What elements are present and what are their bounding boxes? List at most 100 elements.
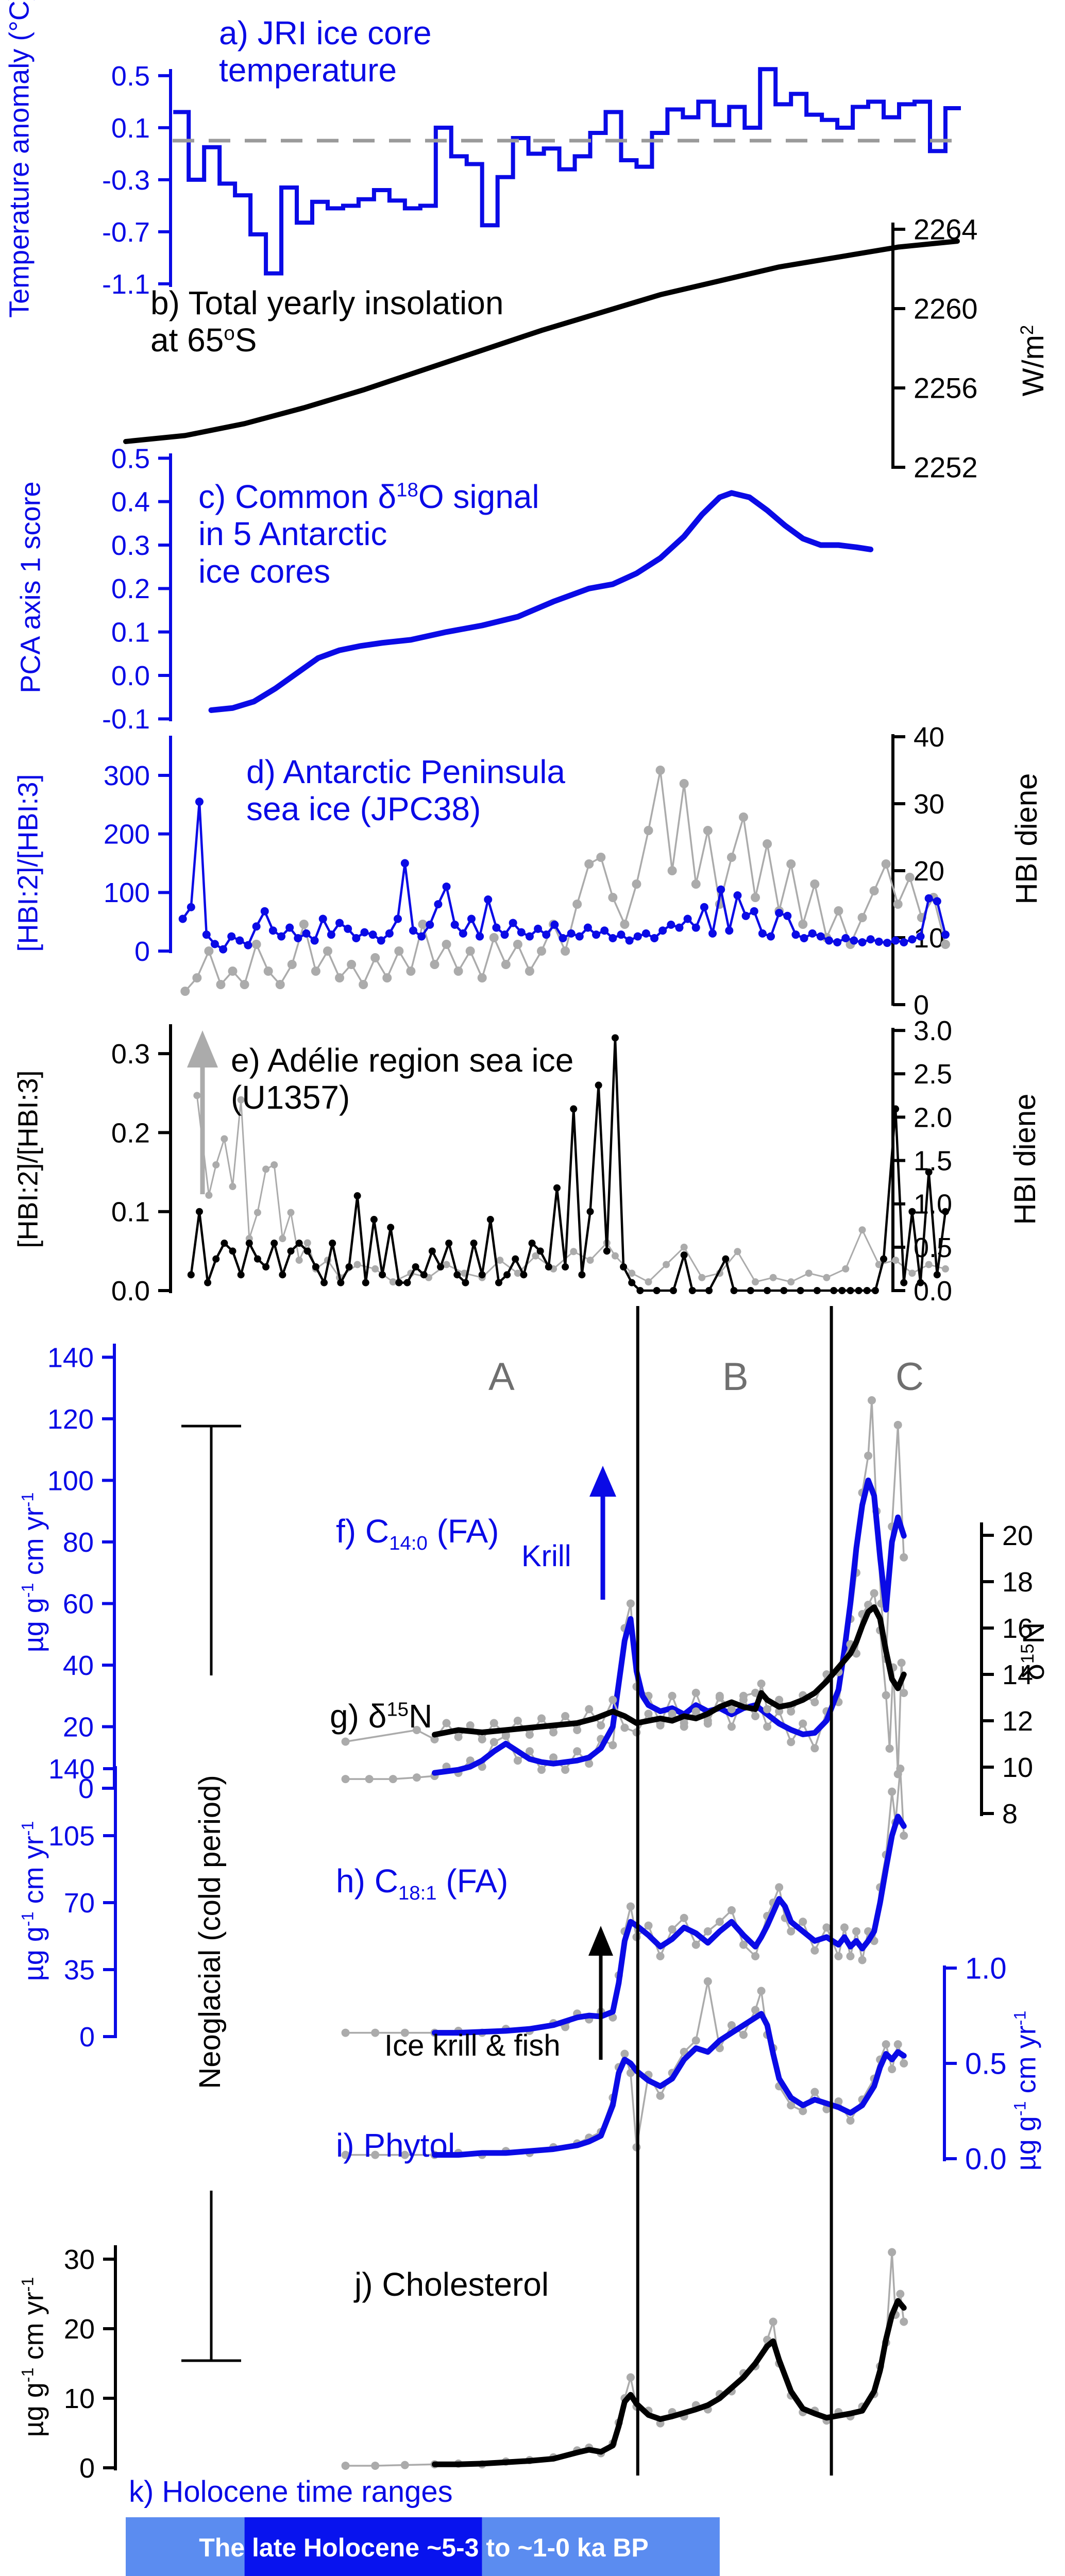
svg-text:20: 20 bbox=[914, 856, 944, 887]
panel-d-axis-left: 300 200 100 0 bbox=[104, 736, 172, 967]
panel-c-plot: 0.5 0.4 0.3 0.2 0.1 0.0 -0.1 bbox=[102, 443, 874, 735]
ice-krill-label: Ice krill & fish bbox=[384, 2029, 561, 2062]
g-ylabel-right: δ15N bbox=[1017, 1622, 1051, 1681]
panel-i-plot: 1.0 0.5 0.0 bbox=[341, 1952, 1007, 2176]
svg-text:10: 10 bbox=[64, 2383, 95, 2414]
svg-text:3.0: 3.0 bbox=[914, 1015, 952, 1046]
svg-text:10: 10 bbox=[1002, 1752, 1033, 1783]
svg-text:35: 35 bbox=[64, 1955, 95, 1986]
svg-text:40: 40 bbox=[914, 722, 944, 753]
panel-i-title: i) Phytol bbox=[336, 2127, 455, 2164]
ice-krill-arrow bbox=[588, 1926, 613, 2060]
j-unit-label: µg g-1 cm yr-1 bbox=[18, 2277, 49, 2437]
svg-text:0.1: 0.1 bbox=[111, 1197, 150, 1228]
svg-text:200: 200 bbox=[104, 819, 150, 850]
panel-g-axis-right: 20 18 16 14 12 10 8 bbox=[980, 1520, 1033, 1829]
svg-text:20: 20 bbox=[63, 1711, 94, 1742]
panel-b-series-0 bbox=[123, 239, 960, 444]
svg-text:30: 30 bbox=[914, 789, 944, 820]
period-divider-lines bbox=[636, 1306, 833, 2476]
zone-label-c: C bbox=[895, 1355, 924, 1399]
svg-text:0.4: 0.4 bbox=[111, 487, 150, 518]
panel-g-series-1 bbox=[431, 1604, 907, 1738]
panel-a-plot: 0.5 0.1 -0.3 -0.7 -1.1 bbox=[102, 61, 961, 300]
e-offscale-arrow bbox=[187, 1030, 218, 1194]
panel-b-title: b) Total yearly insolation at 65oS bbox=[150, 284, 504, 359]
svg-text:-0.1: -0.1 bbox=[102, 704, 150, 735]
panel-e-title: e) Adélie region sea ice (U1357) bbox=[231, 1042, 574, 1116]
svg-text:8: 8 bbox=[1002, 1799, 1018, 1829]
panel-e-plot: 0.30.20.10.03.02.52.01.51.00.50.0 bbox=[111, 1015, 952, 1307]
svg-text:100: 100 bbox=[104, 877, 150, 908]
svg-text:2256: 2256 bbox=[914, 372, 978, 404]
svg-text:100: 100 bbox=[47, 1465, 94, 1496]
svg-text:0.0: 0.0 bbox=[111, 660, 150, 691]
h-unit-label: µg g-1 cm yr-1 bbox=[18, 1821, 49, 1981]
e-ylabel: [HBI:2]/[HBI:3] bbox=[12, 1070, 44, 1248]
panel-f-axis-left: 140 120 100 80 60 40 20 0 bbox=[47, 1342, 116, 1804]
svg-text:0.5: 0.5 bbox=[111, 61, 150, 92]
svg-text:0.2: 0.2 bbox=[111, 1117, 150, 1148]
panel-h-plot: 140 105 70 35 0 bbox=[48, 1754, 908, 2053]
panel-j-title: j) Cholesterol bbox=[354, 2266, 549, 2303]
svg-text:0.5: 0.5 bbox=[914, 1232, 952, 1263]
d-ylabel-right: HBI diene bbox=[1010, 773, 1044, 905]
svg-text:2260: 2260 bbox=[914, 293, 978, 325]
late-holocene-bar bbox=[126, 2517, 720, 2576]
panel-e-series-1 bbox=[187, 1034, 949, 1294]
neoglacial-bracket bbox=[181, 1425, 241, 2362]
c-ylabel: PCA axis 1 score bbox=[15, 481, 46, 693]
zone-label-a: A bbox=[488, 1355, 515, 1399]
f-unit-label: µg g-1 cm yr-1 bbox=[18, 1492, 49, 1653]
late-holocene-bar-text: The late Holocene ~5-3 to ~1-0 ka BP bbox=[199, 2533, 649, 2562]
panel-e-series-0 bbox=[193, 1092, 949, 1286]
svg-text:2.0: 2.0 bbox=[914, 1102, 952, 1133]
svg-text:2252: 2252 bbox=[914, 451, 978, 484]
panel-a-axis-left: 0.5 0.1 -0.3 -0.7 -1.1 bbox=[102, 61, 172, 300]
panel-j-plot: 30 20 10 0 bbox=[64, 2244, 908, 2484]
panel-h-series-1 bbox=[431, 1814, 907, 2036]
svg-text:0.2: 0.2 bbox=[111, 573, 150, 604]
svg-text:140: 140 bbox=[47, 1342, 94, 1373]
panel-a-series-0 bbox=[173, 67, 961, 276]
panel-j-axis-left: 30 20 10 0 bbox=[64, 2244, 117, 2484]
panel-c-series-0 bbox=[208, 490, 874, 713]
svg-text:300: 300 bbox=[104, 760, 150, 791]
svg-text:0.5: 0.5 bbox=[111, 443, 150, 474]
svg-text:70: 70 bbox=[64, 1888, 95, 1919]
svg-text:0.0: 0.0 bbox=[111, 1276, 150, 1307]
svg-text:120: 120 bbox=[47, 1404, 94, 1435]
b-ylabel-right: W/m2 bbox=[1017, 325, 1051, 397]
svg-text:30: 30 bbox=[64, 2244, 95, 2275]
neoglacial-label: Neoglacial (cold period) bbox=[193, 1775, 227, 2089]
svg-text:-0.7: -0.7 bbox=[102, 217, 150, 248]
panel-i-series-1 bbox=[431, 2011, 907, 2158]
panel-k-title: k) Holocene time ranges bbox=[129, 2475, 453, 2509]
svg-text:20: 20 bbox=[1002, 1520, 1033, 1551]
panel-c-axis-left: 0.5 0.4 0.3 0.2 0.1 0.0 -0.1 bbox=[102, 443, 172, 735]
panel-h-axis-left: 140 105 70 35 0 bbox=[48, 1754, 117, 2053]
svg-text:12: 12 bbox=[1002, 1706, 1033, 1737]
svg-text:2.5: 2.5 bbox=[914, 1059, 952, 1090]
svg-text:0: 0 bbox=[78, 1773, 94, 1804]
svg-text:40: 40 bbox=[63, 1650, 94, 1681]
svg-text:140: 140 bbox=[48, 1754, 95, 1785]
panel-d-title: d) Antarctic Peninsula sea ice (JPC38) bbox=[246, 753, 565, 828]
svg-text:60: 60 bbox=[63, 1588, 94, 1619]
svg-text:105: 105 bbox=[48, 1821, 95, 1852]
panel-i-axis-right: 1.0 0.5 0.0 bbox=[943, 1952, 1007, 2176]
panel-e-axis-left: 0.3 0.2 0.1 0.0 bbox=[111, 1024, 172, 1307]
zone-label-b: B bbox=[722, 1355, 749, 1399]
panel-c-title: c) Common δ18O signal in 5 Antarctic ice… bbox=[198, 478, 539, 590]
e-ylabel-right: HBI diene bbox=[1008, 1093, 1042, 1225]
panel-d-series-1 bbox=[178, 798, 950, 954]
panel-f-plot: 140 120 100 80 60 40 20 0 bbox=[47, 1342, 908, 1804]
panel-d-plot: 300 200 100 0 40 30 20 100 bbox=[104, 722, 950, 1021]
krill-label: Krill bbox=[521, 1539, 571, 1573]
svg-text:0: 0 bbox=[914, 990, 929, 1021]
panel-f-series-1 bbox=[431, 1477, 907, 1776]
